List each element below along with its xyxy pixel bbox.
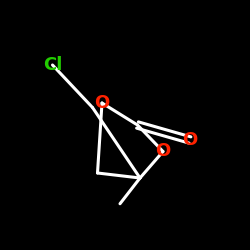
Text: O: O — [156, 142, 170, 160]
Text: O: O — [182, 131, 198, 149]
Text: O: O — [94, 94, 110, 112]
Text: Cl: Cl — [43, 56, 62, 74]
